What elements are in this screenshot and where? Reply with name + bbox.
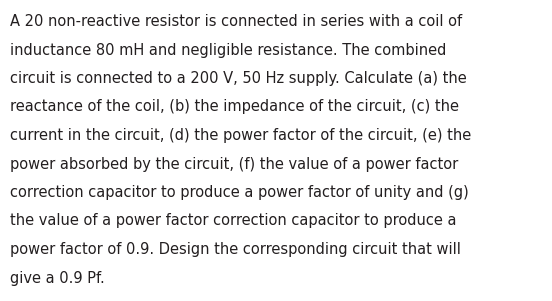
Text: give a 0.9 Pf.: give a 0.9 Pf. — [10, 271, 105, 286]
Text: correction capacitor to produce a power factor of unity and (g): correction capacitor to produce a power … — [10, 185, 469, 200]
Text: the value of a power factor correction capacitor to produce a: the value of a power factor correction c… — [10, 213, 457, 228]
Text: circuit is connected to a 200 V, 50 Hz supply. Calculate (a) the: circuit is connected to a 200 V, 50 Hz s… — [10, 71, 467, 86]
Text: power factor of 0.9. Design the corresponding circuit that will: power factor of 0.9. Design the correspo… — [10, 242, 461, 257]
Text: power absorbed by the circuit, (f) the value of a power factor: power absorbed by the circuit, (f) the v… — [10, 157, 458, 172]
Text: inductance 80 mH and negligible resistance. The combined: inductance 80 mH and negligible resistan… — [10, 42, 447, 57]
Text: A 20 non-reactive resistor is connected in series with a coil of: A 20 non-reactive resistor is connected … — [10, 14, 462, 29]
Text: current in the circuit, (d) the power factor of the circuit, (e) the: current in the circuit, (d) the power fa… — [10, 128, 471, 143]
Text: reactance of the coil, (b) the impedance of the circuit, (c) the: reactance of the coil, (b) the impedance… — [10, 100, 459, 114]
